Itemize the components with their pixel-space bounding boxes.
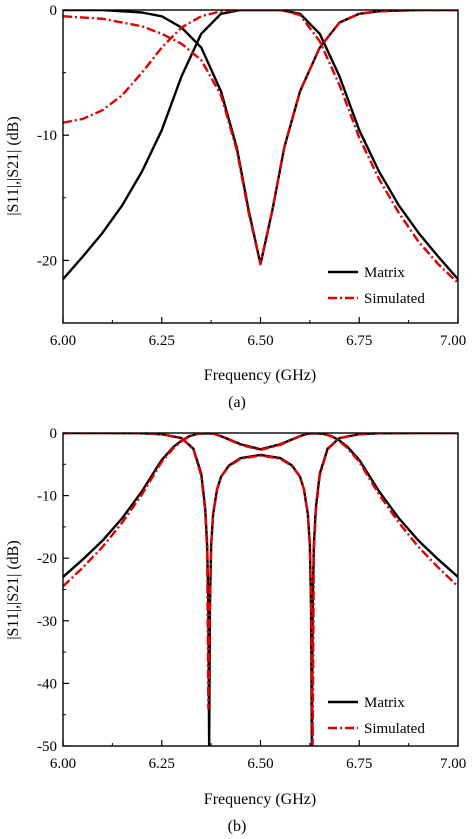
x-tick-label: 6.75 bbox=[346, 756, 372, 772]
x-axis-title-b: Frequency (GHz) bbox=[204, 791, 316, 808]
y-axis-title-b: |S11|,|S21| (dB) bbox=[5, 540, 22, 639]
x-ticks-a: 6.00 6.25 6.50 6.75 7.00 bbox=[50, 317, 466, 349]
y-tick-label: -40 bbox=[37, 676, 57, 692]
x-tick-label: 6.25 bbox=[149, 756, 175, 772]
y-tick-label: -10 bbox=[37, 128, 57, 144]
series-simulated-curve-2-panel-1 bbox=[63, 10, 458, 266]
y-tick-label: -10 bbox=[37, 489, 57, 505]
x-tick-label: 7.00 bbox=[440, 333, 466, 349]
y-axis-title-a: |S11|,|S21| (dB) bbox=[5, 116, 22, 215]
plot-area-b bbox=[63, 433, 458, 746]
y-ticks-a: 0 -10 -20 bbox=[37, 3, 69, 324]
curves-b bbox=[63, 433, 458, 746]
y-tick-label: -50 bbox=[37, 739, 57, 755]
legend-a: Matrix Simulated bbox=[328, 265, 425, 307]
legend-label-matrix-b: Matrix bbox=[364, 695, 405, 711]
x-tick-label: 7.00 bbox=[440, 756, 466, 772]
y-tick-label: 0 bbox=[50, 426, 58, 442]
x-tick-label: 6.75 bbox=[346, 333, 372, 349]
plot-area-a bbox=[63, 10, 458, 323]
x-ticks-b: 6.00 6.25 6.50 6.75 7.00 bbox=[50, 740, 466, 772]
legend-label-matrix-a: Matrix bbox=[364, 265, 405, 281]
legend-label-simulated-b: Simulated bbox=[364, 721, 425, 737]
x-tick-label: 6.00 bbox=[50, 756, 76, 772]
series-simulated-curve-1-panel-1 bbox=[63, 10, 458, 284]
legend-b: Matrix Simulated bbox=[328, 695, 425, 737]
y-tick-label: 0 bbox=[50, 3, 58, 19]
series-simulated-curve-1-panel-2 bbox=[63, 433, 458, 588]
x-axis-title-a: Frequency (GHz) bbox=[204, 367, 316, 384]
y-tick-label: -30 bbox=[37, 614, 57, 630]
x-tick-label: 6.00 bbox=[50, 333, 76, 349]
chart-panel-b: 6.00 6.25 6.50 6.75 7.00 0 -10 -20 -30 -40 -50 Fr… bbox=[5, 426, 466, 835]
x-tick-label: 6.25 bbox=[149, 333, 175, 349]
legend-label-simulated-a: Simulated bbox=[364, 291, 425, 307]
x-tick-label: 6.50 bbox=[247, 756, 273, 772]
y-tick-label: -20 bbox=[37, 253, 57, 269]
panel-label-a: (a) bbox=[228, 394, 246, 411]
y-tick-label: -20 bbox=[37, 551, 57, 567]
series-simulated-curve-2-panel-2 bbox=[63, 433, 458, 746]
curves-a bbox=[63, 10, 458, 284]
series-matrix-curve-1-panel-1 bbox=[63, 10, 458, 280]
panel-label-b: (b) bbox=[228, 818, 247, 835]
x-tick-label: 6.50 bbox=[247, 333, 273, 349]
chart-panel-a: 6.00 6.25 6.50 6.75 7.00 0 -10 -20 Frequency (… bbox=[5, 3, 466, 411]
y-ticks-b: 0 -10 -20 -30 -40 -50 bbox=[37, 426, 69, 755]
